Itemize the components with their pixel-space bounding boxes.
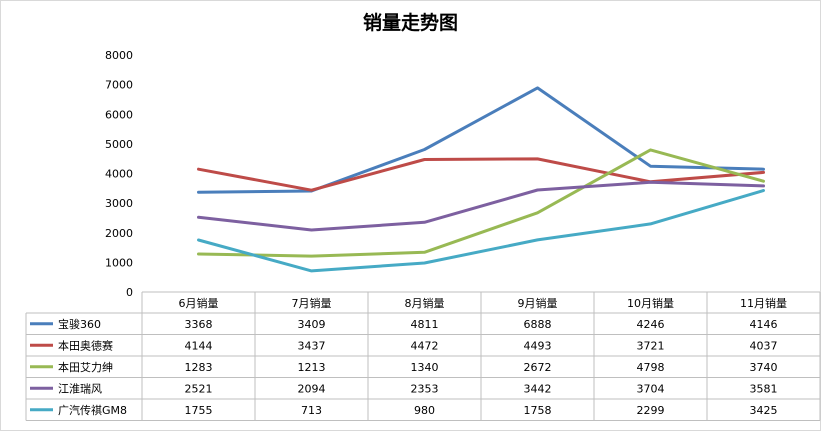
category-label: 9月销量 [518,296,558,310]
y-tick-label: 8000 [105,49,133,62]
data-table-cell: 3437 [298,339,326,352]
data-table-cell: 1340 [411,361,439,374]
data-table-cell: 4472 [411,339,439,352]
data-table-cell: 3740 [750,361,778,374]
data-table-cell: 1213 [298,361,326,374]
series-line [197,86,765,194]
category-label: 8月销量 [405,296,445,310]
y-tick-label: 6000 [105,108,133,121]
series-name: 本田奥德赛 [58,338,113,352]
series-line [197,189,765,273]
y-tick-label: 0 [126,286,133,299]
data-table-cell: 2672 [524,361,552,374]
data-table-cell: 3409 [298,318,326,331]
data-table-cell: 6888 [524,318,552,331]
data-table-cell: 4493 [524,339,552,352]
chart-title: 销量走势图 [362,12,458,34]
data-table-cell: 4146 [750,318,778,331]
series-name: 广汽传祺GM8 [58,403,127,417]
data-table-cell: 3442 [524,382,552,395]
y-tick-label: 5000 [105,138,133,151]
data-table-cell: 3704 [637,382,665,395]
category-label: 10月销量 [627,296,674,310]
y-tick-label: 2000 [105,227,133,240]
data-table-cell: 1758 [524,404,552,417]
data-table-cell: 2521 [185,382,213,395]
series-name: 宝骏360 [58,317,101,331]
y-tick-label: 1000 [105,256,133,269]
data-table-cell: 4037 [750,339,778,352]
category-label: 7月销量 [292,296,332,310]
data-table-cell: 3721 [637,339,665,352]
series-name: 本田艾力绅 [58,360,113,374]
data-table-cell: 3425 [750,404,778,417]
data-table-cell: 2353 [411,382,439,395]
data-table-cell: 3581 [750,382,778,395]
series-name: 江淮瑞风 [58,381,102,395]
data-table-cell: 4798 [637,361,665,374]
series-line [197,157,765,192]
data-table-cell: 1755 [185,404,213,417]
data-table-cell: 4811 [411,318,439,331]
data-table-cell: 2094 [298,382,326,395]
category-label: 6月销量 [179,296,219,310]
data-table-cell: 713 [301,404,322,417]
data-table-cell: 2299 [637,404,665,417]
data-table-cell: 980 [414,404,435,417]
series-line [197,148,765,258]
data-table-cell: 4246 [637,318,665,331]
y-tick-label: 3000 [105,197,133,210]
data-table-cell: 3368 [185,318,213,331]
data-table-cell: 1283 [185,361,213,374]
category-label: 11月销量 [740,296,787,310]
y-tick-label: 7000 [105,79,133,92]
y-tick-label: 4000 [105,168,133,181]
data-table-cell: 4144 [185,339,213,352]
series-line [197,180,765,232]
